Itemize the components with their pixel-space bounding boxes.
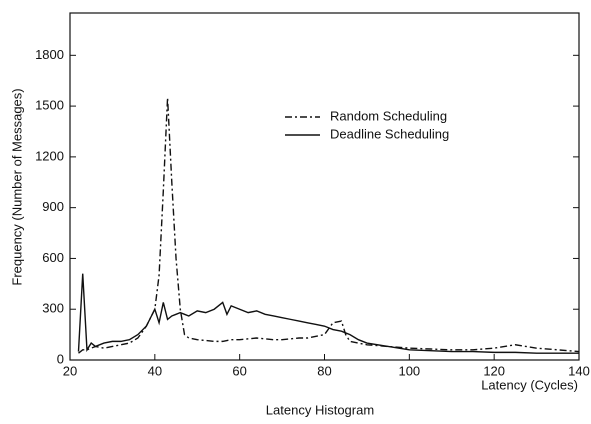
series-line [77, 273, 579, 354]
x-tick-label: 100 [398, 363, 420, 378]
x-tick-label: 20 [63, 363, 77, 378]
y-tick-label: 1800 [35, 47, 64, 62]
x-tick-label: 80 [317, 363, 331, 378]
y-tick-label: 0 [57, 351, 64, 366]
x-tick-label: 120 [483, 363, 505, 378]
x-tick-label: 40 [148, 363, 162, 378]
y-tick-label: 1500 [35, 98, 64, 113]
legend-label: Random Scheduling [330, 108, 447, 123]
y-axis-label: Frequency (Number of Messages) [9, 88, 24, 285]
legend-label: Deadline Scheduling [330, 126, 449, 141]
y-tick-label: 1200 [35, 148, 64, 163]
x-axis-label: Latency (Cycles) [481, 377, 578, 392]
y-tick-label: 300 [42, 301, 64, 316]
caption: Latency Histogram [266, 402, 374, 417]
y-tick-label: 600 [42, 250, 64, 265]
series-line [78, 97, 580, 354]
x-tick-label: 140 [568, 363, 590, 378]
y-tick-label: 900 [42, 199, 64, 214]
plot-frame [69, 12, 580, 361]
x-tick-label: 60 [232, 363, 246, 378]
